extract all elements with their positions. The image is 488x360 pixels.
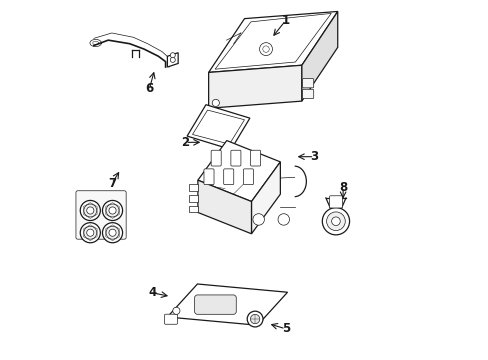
Polygon shape: [208, 12, 337, 72]
Text: 3: 3: [310, 150, 318, 163]
Circle shape: [259, 42, 272, 55]
Circle shape: [80, 223, 100, 243]
Text: 8: 8: [338, 181, 346, 194]
Bar: [188, 184, 198, 191]
FancyBboxPatch shape: [329, 196, 342, 208]
Text: 5: 5: [281, 322, 289, 335]
Polygon shape: [192, 110, 244, 144]
Bar: [188, 206, 198, 212]
FancyBboxPatch shape: [302, 78, 313, 88]
Circle shape: [212, 99, 219, 107]
FancyBboxPatch shape: [164, 314, 177, 324]
Circle shape: [172, 307, 180, 314]
Circle shape: [252, 214, 264, 225]
Polygon shape: [167, 53, 178, 67]
Text: 2: 2: [181, 136, 189, 149]
Polygon shape: [167, 284, 287, 325]
Polygon shape: [187, 105, 249, 149]
Circle shape: [322, 208, 349, 235]
Text: 6: 6: [145, 82, 153, 95]
Polygon shape: [251, 162, 280, 234]
FancyBboxPatch shape: [211, 150, 221, 166]
FancyBboxPatch shape: [223, 169, 233, 185]
Polygon shape: [198, 140, 280, 202]
FancyBboxPatch shape: [203, 169, 214, 185]
Circle shape: [326, 212, 345, 230]
Circle shape: [170, 57, 175, 62]
Circle shape: [262, 46, 269, 52]
Text: 1: 1: [281, 14, 289, 27]
Circle shape: [80, 201, 100, 221]
Circle shape: [83, 204, 97, 217]
FancyBboxPatch shape: [250, 150, 260, 166]
Polygon shape: [215, 13, 330, 69]
Circle shape: [106, 204, 119, 217]
Circle shape: [86, 207, 94, 214]
Polygon shape: [301, 12, 337, 101]
Polygon shape: [198, 180, 251, 234]
Bar: [188, 195, 198, 202]
Circle shape: [170, 53, 175, 58]
Circle shape: [109, 229, 116, 236]
Polygon shape: [208, 65, 301, 108]
FancyBboxPatch shape: [76, 191, 126, 239]
Text: 4: 4: [149, 287, 157, 300]
Circle shape: [278, 214, 289, 225]
Circle shape: [250, 314, 259, 324]
Text: 7: 7: [107, 177, 116, 190]
FancyBboxPatch shape: [230, 150, 241, 166]
Circle shape: [106, 226, 119, 239]
Circle shape: [247, 311, 263, 327]
Circle shape: [83, 226, 97, 239]
Circle shape: [109, 207, 116, 214]
FancyBboxPatch shape: [243, 169, 253, 185]
Circle shape: [86, 229, 94, 236]
FancyBboxPatch shape: [302, 89, 313, 99]
Circle shape: [331, 217, 340, 226]
Circle shape: [102, 223, 122, 243]
FancyBboxPatch shape: [194, 295, 236, 314]
Circle shape: [102, 201, 122, 221]
